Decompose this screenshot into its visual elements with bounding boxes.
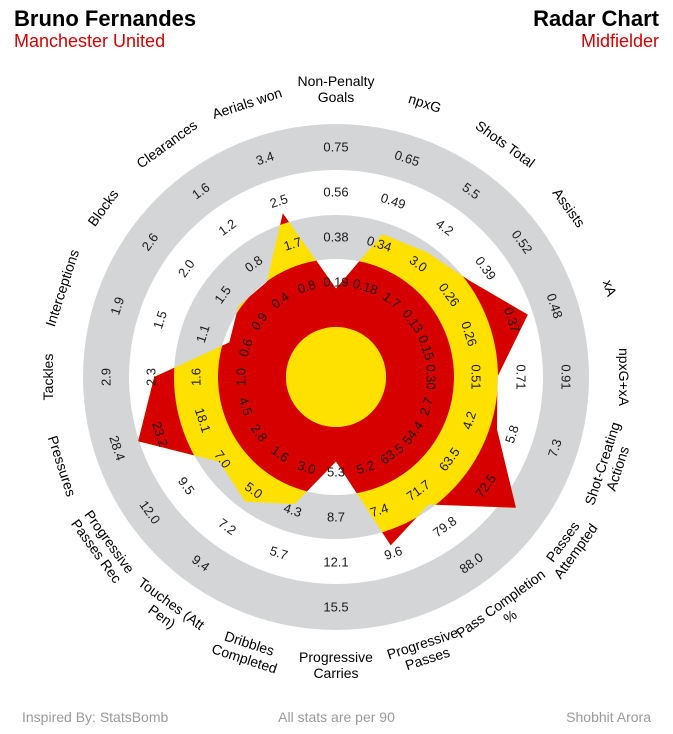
param-label-line: Progressive [299,649,373,665]
player-position: Midfielder [580,31,659,51]
player-name: Bruno Fernandes [14,6,197,31]
param-label: DribblesCompleted [210,625,284,676]
tick-label: 3.0 [296,457,318,477]
param-label-line: Assists [549,185,588,230]
tick-label: 5.7 [268,543,290,563]
tick-label: 12.1 [323,555,348,570]
param-label: Progressive Carries [299,649,373,681]
param-label: npxG+xA [616,348,632,407]
param-label: ProgressivePasses [385,624,465,677]
param-label-line: Blocks [84,186,121,229]
param-label: xA [600,278,620,299]
param-label: Blocks [84,186,121,229]
param-label-line: Aerials won [210,84,284,122]
param-label-line: Carries [313,665,358,681]
tick-label: 0.26 [458,319,480,348]
param-label: Tackles [40,354,56,401]
tick-label: 4.3 [282,500,304,520]
param-label-line: Interceptions [42,247,82,328]
footer-credit: Inspired By: StatsBomb [22,709,169,725]
tick-label: 7.3 [545,437,565,459]
tick-label: 0.91 [559,364,574,389]
param-label: Pressures [45,434,80,499]
team-name: Manchester United [14,31,166,51]
tick-label: 23.2 [149,420,171,449]
tick-label: 1.1 [193,323,213,345]
tick-label: 28.4 [106,434,128,463]
param-label-line: Clearances [133,117,200,172]
param-label: Shots Total [473,117,538,171]
tick-label: 7.4 [368,500,390,520]
tick-label: 1.0 [234,368,249,386]
param-label-line: Pressures [45,434,80,499]
tick-label: 0.18 [351,276,380,298]
tick-label: 0.71 [514,364,529,389]
param-label-line: npxG [407,90,444,116]
footer-author: Shobhit Arora [566,709,651,725]
tick-label: 5.3 [327,465,345,480]
footer-note: All stats are per 90 [278,709,395,725]
param-label-line: xA [600,278,620,299]
param-label: Assists [549,185,588,230]
param-label: npxG [407,90,444,116]
param-label-line: Non-Penalty [297,73,374,89]
tick-label: 3.4 [254,148,276,168]
tick-label: 0.34 [365,233,394,255]
param-label-line: npxG+xA [616,348,632,407]
tick-label: 0.65 [393,147,422,169]
tick-label: 0.30 [424,364,439,389]
param-label: Non-Penalty Goals [297,73,374,105]
tick-label: 0.56 [323,185,348,200]
chart-title: Radar Chart [533,6,659,31]
tick-label: 0.15 [415,333,437,362]
tick-label: 4.5 [236,395,256,417]
tick-label: 0.51 [469,364,484,389]
param-label: PassesAttempted [537,511,600,581]
tick-label: 5.2 [354,457,376,477]
tick-label: 18.1 [192,406,214,435]
tick-label: 0.49 [379,190,408,212]
tick-label: 0.37 [501,305,523,334]
tick-label: 0.8 [296,277,318,297]
param-label: Shot-CreatingActions [581,420,638,512]
header-right: Radar Chart Midfielder [533,6,659,50]
tick-label: 1.7 [282,234,304,254]
param-label-line: Shots Total [473,117,538,171]
tick-label: 15.5 [323,600,348,615]
tick-label: 1.9 [107,295,127,317]
tick-label: 0.6 [236,337,256,359]
tick-label: 0.75 [323,140,348,155]
header-left: Bruno Fernandes Manchester United [14,6,196,50]
tick-label: 2.3 [144,368,159,386]
tick-label: 5.8 [502,423,522,445]
tick-label: 1.6 [189,368,204,386]
center-disc [286,327,386,427]
tick-label: 9.6 [382,543,404,563]
tick-label: 2.9 [99,368,114,386]
tick-label: 8.7 [327,510,345,525]
tick-label: 0.38 [323,230,348,245]
tick-label: 2.7 [416,395,436,417]
band-inner-red [218,259,454,495]
param-label: Clearances [133,117,200,172]
tick-label: 2.5 [268,191,290,211]
param-label-line: Goals [318,89,355,105]
tick-label: 0.19 [323,275,348,290]
tick-label: 1.5 [150,309,170,331]
param-label: Interceptions [42,247,82,328]
tick-label: 4.2 [459,409,479,431]
param-label-line: Tackles [40,354,56,401]
tick-label: 0.48 [544,292,566,321]
param-label: Aerials won [210,84,284,122]
